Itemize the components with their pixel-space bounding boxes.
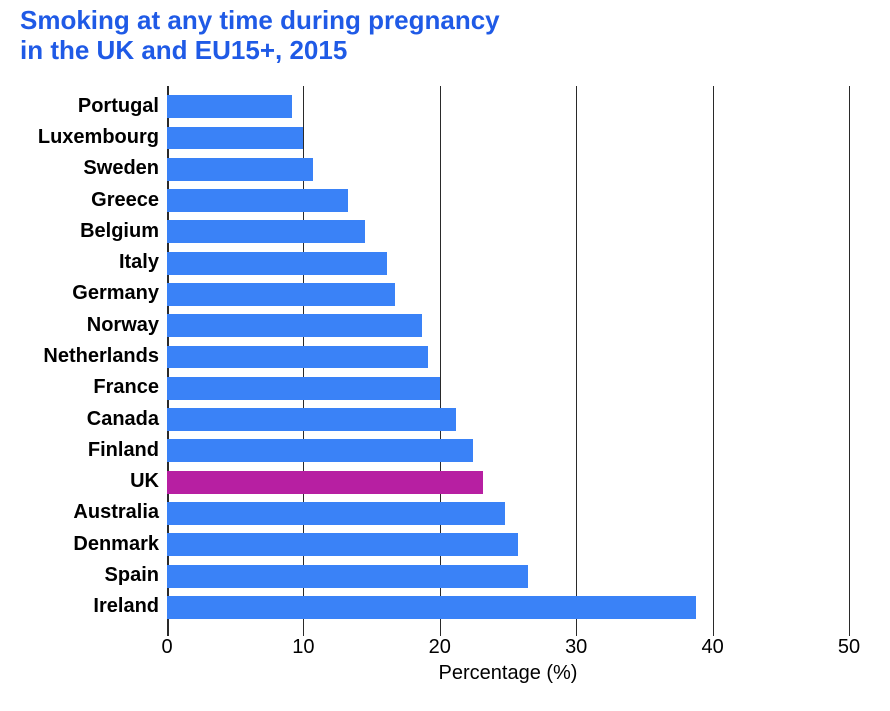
bars-container [167,91,849,623]
y-axis-category-label: Portugal [78,95,159,118]
y-axis-category-label: Denmark [73,533,159,556]
gridline [849,86,851,628]
bar [167,346,428,369]
x-tick-mark [849,628,851,636]
x-tick-mark [713,628,715,636]
bar-slot [167,467,849,498]
x-tick-label: 20 [429,636,451,659]
x-tick-mark [576,628,578,636]
bar-slot [167,310,849,341]
y-axis-category-label: Germany [72,282,159,305]
bar [167,314,422,337]
y-axis-category-label: Greece [91,189,159,212]
bar-slot [167,247,849,278]
bar-slot [167,529,849,560]
y-axis-category-label: Netherlands [43,345,159,368]
x-tick-label: 30 [565,636,587,659]
y-axis-category-label: Spain [105,564,159,587]
bar [167,596,696,619]
bar-slot [167,435,849,466]
x-tick-label: 40 [701,636,723,659]
y-axis-category-label: Luxembourg [38,126,159,149]
x-tick-mark [167,628,170,636]
bar [167,471,483,494]
bar [167,158,313,181]
y-axis-category-label: Finland [88,439,159,462]
bar [167,283,395,306]
bar-slot [167,341,849,372]
bar [167,439,473,462]
y-axis-category-label: Sweden [83,157,159,180]
chart-title: Smoking at any time during pregnancy in … [20,6,500,66]
x-tick-label: 0 [161,636,172,659]
x-tick-mark [303,628,305,636]
bar [167,565,528,588]
bar [167,533,518,556]
y-axis-category-label: UK [130,470,159,493]
bar-slot [167,404,849,435]
y-axis-category-label: France [93,376,159,399]
x-axis-label: Percentage (%) [439,662,578,685]
y-axis-category-label: Belgium [80,220,159,243]
bar-slot [167,122,849,153]
bar-slot [167,592,849,623]
y-axis-category-label: Australia [73,501,159,524]
y-axis-category-label: Canada [87,408,159,431]
bar [167,95,292,118]
bar-slot [167,185,849,216]
bar-slot [167,560,849,591]
bar [167,377,440,400]
bar [167,502,505,525]
bar [167,408,456,431]
bar [167,220,365,243]
plot-area [167,86,849,628]
bar [167,127,303,150]
bar-slot [167,279,849,310]
chart-title-line1: Smoking at any time during pregnancy [20,5,500,35]
y-axis-category-label: Ireland [93,595,159,618]
bar-slot [167,91,849,122]
x-tick-mark [440,628,442,636]
x-tick-label: 50 [838,636,860,659]
bar-slot [167,216,849,247]
chart-title-line2: in the UK and EU15+, 2015 [20,35,347,65]
bar-slot [167,498,849,529]
bar-slot [167,154,849,185]
y-axis-category-label: Norway [87,314,159,337]
bar [167,252,387,275]
bar [167,189,348,212]
x-tick-label: 10 [292,636,314,659]
bar-slot [167,373,849,404]
y-axis-category-label: Italy [119,251,159,274]
